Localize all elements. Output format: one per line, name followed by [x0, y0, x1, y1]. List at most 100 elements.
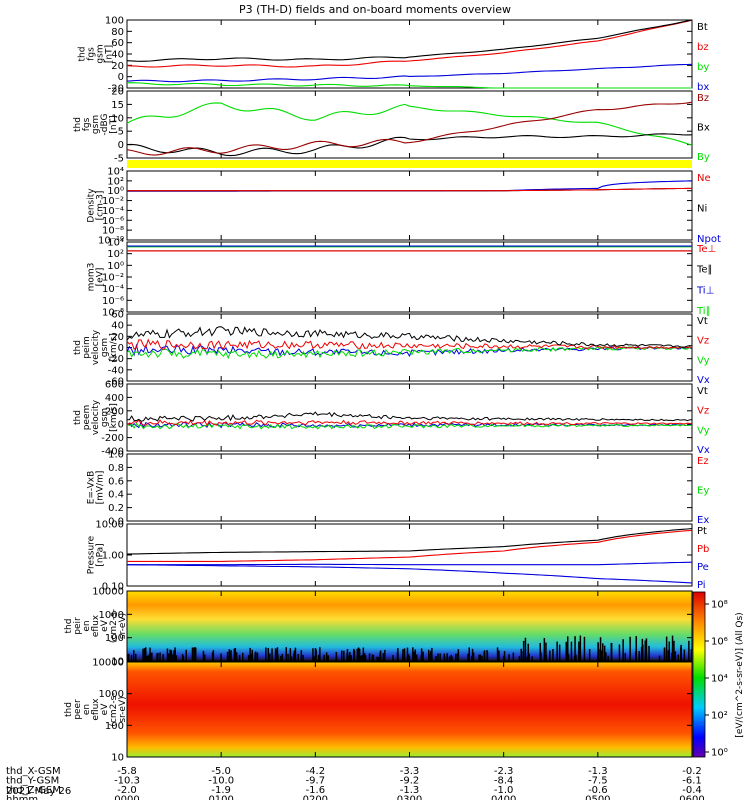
spectrogram-speckle: [300, 650, 303, 661]
spectrogram-speckle: [271, 648, 273, 661]
spectrogram-speckle: [287, 654, 289, 661]
spectrogram-speckle: [149, 654, 151, 661]
spectrogram-speckle: [130, 654, 133, 661]
spectrogram-speckle: [168, 653, 171, 661]
spectrogram-speckle: [446, 653, 448, 661]
legend-entry: Ez: [697, 456, 709, 467]
y-tick-label: 0.10: [102, 582, 124, 593]
spectrogram-speckle: [478, 654, 480, 661]
y-axis-label-line: [cm-3]: [96, 191, 106, 221]
spectrogram-speckle: [297, 654, 299, 661]
spectrogram-speckle: [144, 656, 147, 661]
footer-row-value: 0000: [114, 795, 139, 800]
spectrogram-speckle: [531, 656, 533, 661]
y-tick-label: 0: [118, 343, 124, 354]
spectrogram-speckle: [578, 641, 580, 661]
spectrogram-speckle: [256, 652, 259, 661]
spectrogram-speckle: [635, 636, 637, 661]
series-line-Vy: [126, 346, 693, 360]
spectrogram-speckle: [618, 644, 621, 661]
spectrogram-speckle: [567, 636, 569, 661]
footer-row-value: -6.1: [682, 776, 702, 787]
spectrogram-speckle: [361, 655, 363, 661]
spectrogram-speckle: [688, 640, 690, 661]
spectrogram-speckle: [379, 652, 381, 661]
footer-row-value: -9.7: [306, 776, 326, 787]
y-axis-label-line: sr-eV): [118, 613, 128, 639]
y-axis-label-line: fgs: [87, 47, 97, 61]
spectrogram-speckle: [230, 650, 232, 661]
spectrogram-speckle: [242, 652, 244, 661]
y-tick-label: 40: [111, 321, 124, 332]
spectrogram-speckle: [638, 651, 640, 661]
y-tick-label: 600: [105, 380, 124, 391]
footer-row-label: thd_Z-GSM: [6, 785, 61, 796]
y-tick-label: 20: [111, 61, 124, 72]
legend-entry: Vz: [697, 336, 709, 347]
colorbar-tick-label: 10⁰: [711, 748, 728, 759]
y-axis-label-line: en: [82, 704, 92, 715]
spectrogram-speckle: [622, 639, 624, 661]
spectrogram-speckle: [162, 654, 164, 661]
spectrogram-speckle: [349, 652, 351, 661]
legend-entry: Npot: [697, 234, 721, 245]
footer-row-label: hhmm: [6, 795, 38, 800]
spectrogram-speckle: [629, 636, 631, 661]
footer-row-value: 0500: [585, 795, 610, 800]
spectrogram-speckle: [368, 653, 371, 661]
y-tick-label: -5: [114, 154, 124, 165]
footer-row-value: -1.3: [400, 785, 420, 796]
y-tick-label: 400: [105, 393, 124, 404]
spectrogram-speckle: [312, 648, 314, 661]
series-line-Ne: [127, 187, 692, 192]
spectrogram-speckle: [133, 650, 135, 661]
series-line-Pt: [126, 528, 693, 555]
y-tick-label: 10⁴: [107, 238, 124, 249]
y-axis-label-line: gsm: [100, 338, 110, 357]
spectrogram-speckle: [518, 656, 521, 661]
spectrogram-speckle: [191, 647, 194, 661]
y-tick-label: -40: [108, 365, 124, 376]
series-line-Vt: [126, 326, 693, 348]
spectrogram-speckle: [471, 656, 473, 661]
spectrogram-speckle: [166, 648, 169, 661]
y-tick-label: 60: [111, 310, 124, 321]
spectrogram-speckle: [233, 648, 236, 661]
y-axis-label-line: eV: [100, 703, 110, 716]
footer-row-value: 0600: [679, 795, 704, 800]
legend-entry: bz: [697, 42, 709, 53]
spectrogram-speckle: [524, 637, 527, 661]
spectrogram-speckle: [250, 653, 252, 661]
colorbar-gradient: [692, 591, 706, 758]
status-bar: [127, 160, 692, 168]
footer-row-label: thd_X-GSM: [6, 766, 61, 777]
spectrogram-speckle: [456, 653, 459, 661]
footer-row-value: 0300: [397, 795, 422, 800]
spectrogram-speckle: [431, 647, 433, 661]
legend-entry: Bz: [697, 93, 709, 104]
spectrogram-speckle: [539, 642, 541, 661]
spectrogram-speckle: [247, 655, 250, 661]
spectrogram-speckle: [274, 648, 277, 661]
y-tick-label: 10⁴: [107, 167, 124, 178]
spectrogram-speckle: [276, 647, 279, 661]
y-tick-label: 0: [118, 140, 124, 151]
spectrogram-speckle: [226, 651, 229, 661]
spectrogram-speckle: [220, 653, 222, 661]
spectrogram-speckle: [397, 648, 399, 661]
y-axis-label-line: peim: [82, 336, 92, 359]
spectrogram-speckle: [412, 647, 414, 661]
y-tick-label: 40: [111, 50, 124, 61]
colorbar-tick-label: 10⁴: [711, 674, 728, 685]
y-axis-label-line: velocity: [91, 329, 101, 365]
spectrogram-speckle: [503, 651, 506, 661]
spectrogram-speckle: [549, 650, 551, 661]
panel-frame: [126, 19, 693, 89]
y-tick-label: 10⁻⁶: [102, 296, 124, 307]
spectrogram-speckle: [404, 657, 406, 661]
series-line-Vy: [126, 422, 693, 430]
spectrogram-speckle: [327, 655, 329, 661]
y-tick-label: 1.0: [108, 450, 124, 461]
colorbar-tick-label: 10⁸: [711, 600, 728, 611]
series-line-Pb: [127, 529, 693, 562]
